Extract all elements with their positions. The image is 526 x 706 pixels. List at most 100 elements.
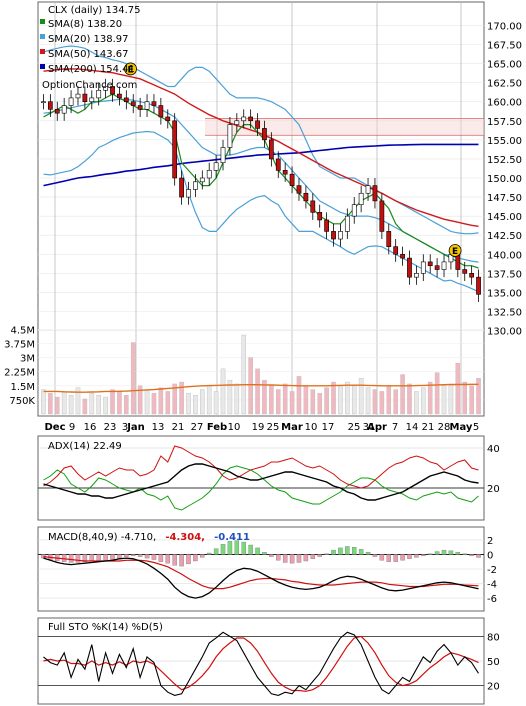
macd-histogram-bar-21 [186,554,191,565]
tick-label-stochastic-2: 20 [487,682,500,693]
volume-plot [41,334,481,415]
stochastic-plot [38,631,484,696]
tick-label-price-9: 147.50 [487,193,522,204]
macd-histogram-bar-27 [227,541,233,555]
x-tick-label-18: Apr [367,422,387,433]
tick-label-price-3: 162.50 [487,79,522,90]
macd-histogram-bar-25 [213,548,219,555]
macd-histogram-bar-50 [386,554,391,562]
volume-bar-1 [48,393,53,415]
x-tick-label-22: 28 [438,422,451,433]
x-tick-label-3: 23 [104,422,117,433]
legend-swatch-sma20 [40,34,45,39]
macd-histogram-bar-10 [110,554,115,560]
candle-body-27 [227,124,233,148]
volume-bar-56 [427,381,433,415]
tick-label-price-7: 152.50 [487,155,522,166]
candle-body-20 [179,177,184,198]
volume-bar-33 [269,385,274,415]
plus-di-line [43,465,479,511]
macd-histogram-value: -0.411 [214,532,250,543]
adx-panel-frame [37,435,485,521]
macd-histogram-bar-30 [248,544,253,555]
tick-label-price-6: 155.00 [487,136,522,147]
volume-bar-8 [96,395,101,415]
tick-label-price-16: 130.00 [487,327,522,338]
volume-bar-15 [144,389,150,415]
macd-histogram-bar-12 [124,554,129,557]
volume-bar-42 [331,381,336,415]
volume-bar-7 [89,393,95,415]
volume-bar-52 [400,374,405,415]
price-volume-panel-frame [37,1,485,417]
macd-title: MACD(8,40,9) -4.710, [48,532,156,543]
candle-body-0 [41,101,46,104]
volume-bar-28 [234,383,240,415]
volume-bar-11 [117,391,122,415]
volume-bar-57 [434,372,440,415]
macd-histogram-bar-14 [137,554,143,557]
legend-swatch-sma200 [40,64,45,69]
volume-bar-43 [338,385,343,415]
macd-signal-line [43,556,479,590]
candle-body-45 [351,204,357,217]
x-tick-label-5: Jan [126,422,145,433]
macd-signal-value: -4.304, [165,532,205,543]
x-tick-label-9: Feb [207,422,227,433]
volume-bar-2 [54,396,60,415]
candle-body-46 [358,192,364,205]
sma200-line [43,143,479,187]
macd-histogram-bar-19 [172,554,177,566]
macd-histogram-bar-36 [289,554,295,564]
macd-histogram-bar-57 [434,551,440,555]
macd-histogram-bar-32 [262,552,267,555]
candle-body-50 [386,231,392,247]
legend-sma50: SMA(50) 143.67 [48,49,129,60]
volume-bar-50 [386,385,392,415]
volume-bar-0 [41,389,46,415]
volume-bar-40 [317,393,322,415]
tick-label-volume-3: 2.25M [4,368,35,379]
macd-histogram-bar-54 [414,554,419,558]
macd-histogram-bar-17 [158,554,164,562]
volume-bar-20 [179,381,184,415]
macd-histogram-bar-23 [200,554,205,558]
volume-bar-22 [193,395,198,415]
tick-label-volume-2: 3M [20,354,35,365]
macd-histogram-bar-28 [234,540,240,555]
volume-bar-3 [61,391,67,415]
resistance-zone [205,118,484,136]
candle-body-21 [186,189,191,198]
candle-body-61 [462,269,468,274]
macd-histogram-bar-48 [372,554,378,557]
macd-histogram-bar-41 [324,553,329,555]
candle-body-62 [469,273,475,278]
candle-body-26 [220,147,226,164]
tick-label-price-12: 140.00 [487,250,522,261]
legend-swatch-sma50 [40,49,45,54]
macd-histogram-bar-45 [352,547,357,555]
macd-histogram-bar-60 [455,552,461,555]
earnings-marker-label-0: E [127,65,133,75]
macd-histogram-bar-5 [75,554,81,563]
macd-histogram-bar-6 [82,554,88,562]
tick-label-macd-0: 2 [487,536,493,547]
tick-label-macd-2: -2 [487,565,497,576]
macd-histogram-bar-34 [276,554,281,561]
candle-body-10 [110,86,115,95]
macd-histogram-bar-37 [296,554,302,563]
macd-histogram-bar-9 [103,554,108,561]
volume-bar-38 [303,385,309,415]
sto-k-line [43,631,479,696]
macd-histogram-bar-11 [117,554,122,559]
volume-bar-51 [393,389,398,415]
x-tick-label-16: 25 [348,422,361,433]
tick-label-price-4: 160.00 [487,98,522,109]
candle-body-35 [282,170,288,175]
x-tick-label-20: 14 [406,422,419,433]
macd-histogram-bar-24 [206,552,212,555]
macd-histogram-bar-58 [441,549,447,555]
candle-body-42 [331,231,336,240]
volume-bar-18 [165,391,171,415]
volume-bar-37 [296,376,302,415]
